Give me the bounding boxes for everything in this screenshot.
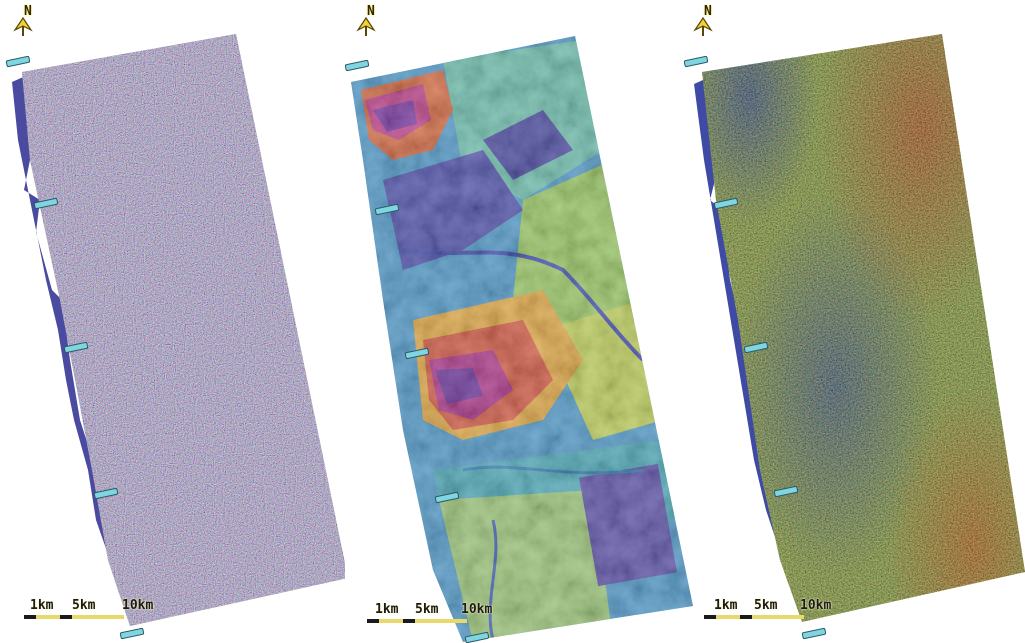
scale-label-10: 10km [800,598,832,613]
north-label: N [704,4,712,19]
map-panel-displacement: N 1km 5km 10km [680,0,1025,642]
elevation-raster [351,36,693,642]
north-arrow-icon [12,8,34,42]
scale-bar [367,619,467,623]
scale-label-1: 1km [30,598,54,613]
map-panel-wrapped-phase: N 1km 5km 10km [0,0,345,642]
north-arrow-icon [355,8,377,42]
scale-label-10: 10km [461,602,493,617]
scale-bar [24,615,124,619]
displacement-raster [694,34,1025,622]
scale-label-5: 5km [72,598,96,613]
map-panel-elevation: N 1km 5km 10km [343,0,698,643]
north-arrow-icon [692,8,714,42]
scale-labels: 1km 5km 10km [714,598,894,616]
scale-label-5: 5km [754,598,778,613]
fringe-edge [694,76,776,540]
scale-label-10: 10km [122,598,154,613]
north-label: N [367,4,375,19]
wrapped-phase-raster [12,34,345,626]
scale-labels: 1km 5km 10km [30,598,210,616]
scale-label-5: 5km [415,602,439,617]
scale-bar [704,615,804,619]
scale-label-1: 1km [714,598,738,613]
scale-labels: 1km 5km 10km [375,602,555,620]
scale-label-1: 1km [375,602,399,617]
north-label: N [24,4,32,19]
